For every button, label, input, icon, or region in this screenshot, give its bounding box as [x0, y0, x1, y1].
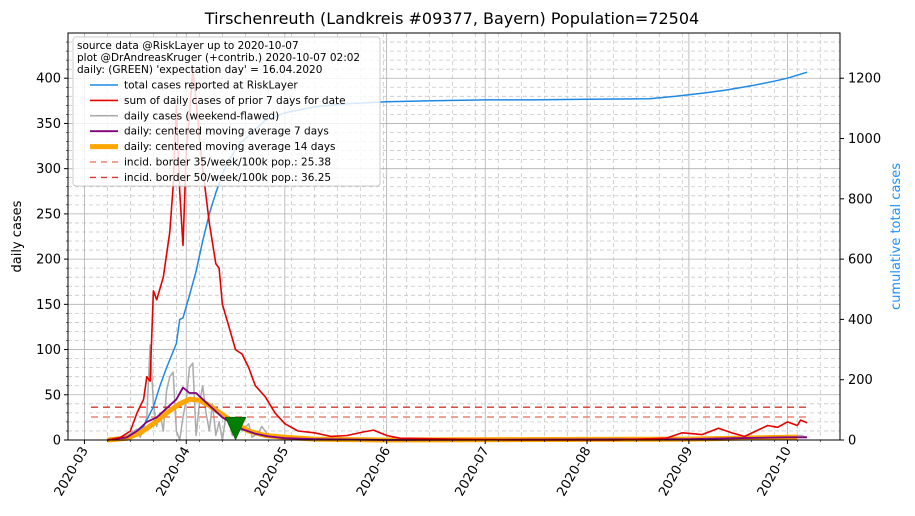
legend-header-line: plot @DrAndreasKruger (+contrib.) 2020-1…	[77, 52, 360, 64]
marker-layer	[224, 416, 247, 441]
legend-label: sum of daily cases of prior 7 days for d…	[124, 95, 346, 107]
y2-tick-label: 200	[848, 373, 873, 388]
y-axis-label: daily cases	[10, 200, 25, 272]
right-axis: 0 200 400 600 800 1000 1200	[840, 72, 881, 449]
legend-label: incid. border 50/week/100k pop.: 36.25	[124, 172, 331, 184]
y2-tick-label: 800	[848, 192, 873, 207]
y-tick-label: 100	[36, 343, 61, 358]
left-axis: 0 50 100 150 200 250 300 350 400	[36, 41, 68, 449]
y-tick-label: 250	[36, 207, 61, 222]
y-tick-label: 0	[53, 434, 61, 449]
y2-tick-label: 1200	[848, 72, 881, 87]
y2-axis-label: cumulative total cases	[889, 163, 904, 310]
legend-label: daily: centered moving average 7 days	[124, 126, 329, 138]
y-tick-label: 200	[36, 253, 61, 268]
y2-tick-label: 600	[848, 253, 873, 268]
legend-label: total cases reported at RiskLayer	[124, 80, 298, 92]
plot-frame	[67, 32, 841, 441]
legend-header-line: daily: (GREEN) 'expectation day' = 16.04…	[77, 64, 322, 76]
y2-tick-label: 1000	[848, 132, 881, 147]
y-tick-label: 300	[36, 162, 61, 177]
legend-label: daily cases (weekend-flawed)	[124, 110, 279, 122]
y-tick-label: 50	[44, 388, 61, 403]
y2-tick-label: 0	[848, 434, 856, 449]
legend-box	[72, 36, 381, 187]
legend-label: daily: centered moving average 14 days	[124, 141, 336, 153]
chart-title: Tirschenreuth (Landkreis #09377, Bayern)…	[204, 9, 699, 28]
legend-header-line: source data @RiskLayer up to 2020-10-07	[77, 40, 299, 52]
y-tick-label: 150	[36, 298, 61, 313]
expectation-marker	[224, 416, 247, 441]
legend-label: incid. border 35/week/100k pop.: 25.38	[124, 157, 331, 169]
legend: source data @RiskLayer up to 2020-10-07p…	[72, 36, 381, 187]
series-line	[113, 344, 808, 441]
series-line	[107, 68, 808, 441]
y2-tick-label: 400	[848, 313, 873, 328]
y-tick-label: 400	[36, 72, 61, 87]
y-tick-label: 350	[36, 117, 61, 132]
